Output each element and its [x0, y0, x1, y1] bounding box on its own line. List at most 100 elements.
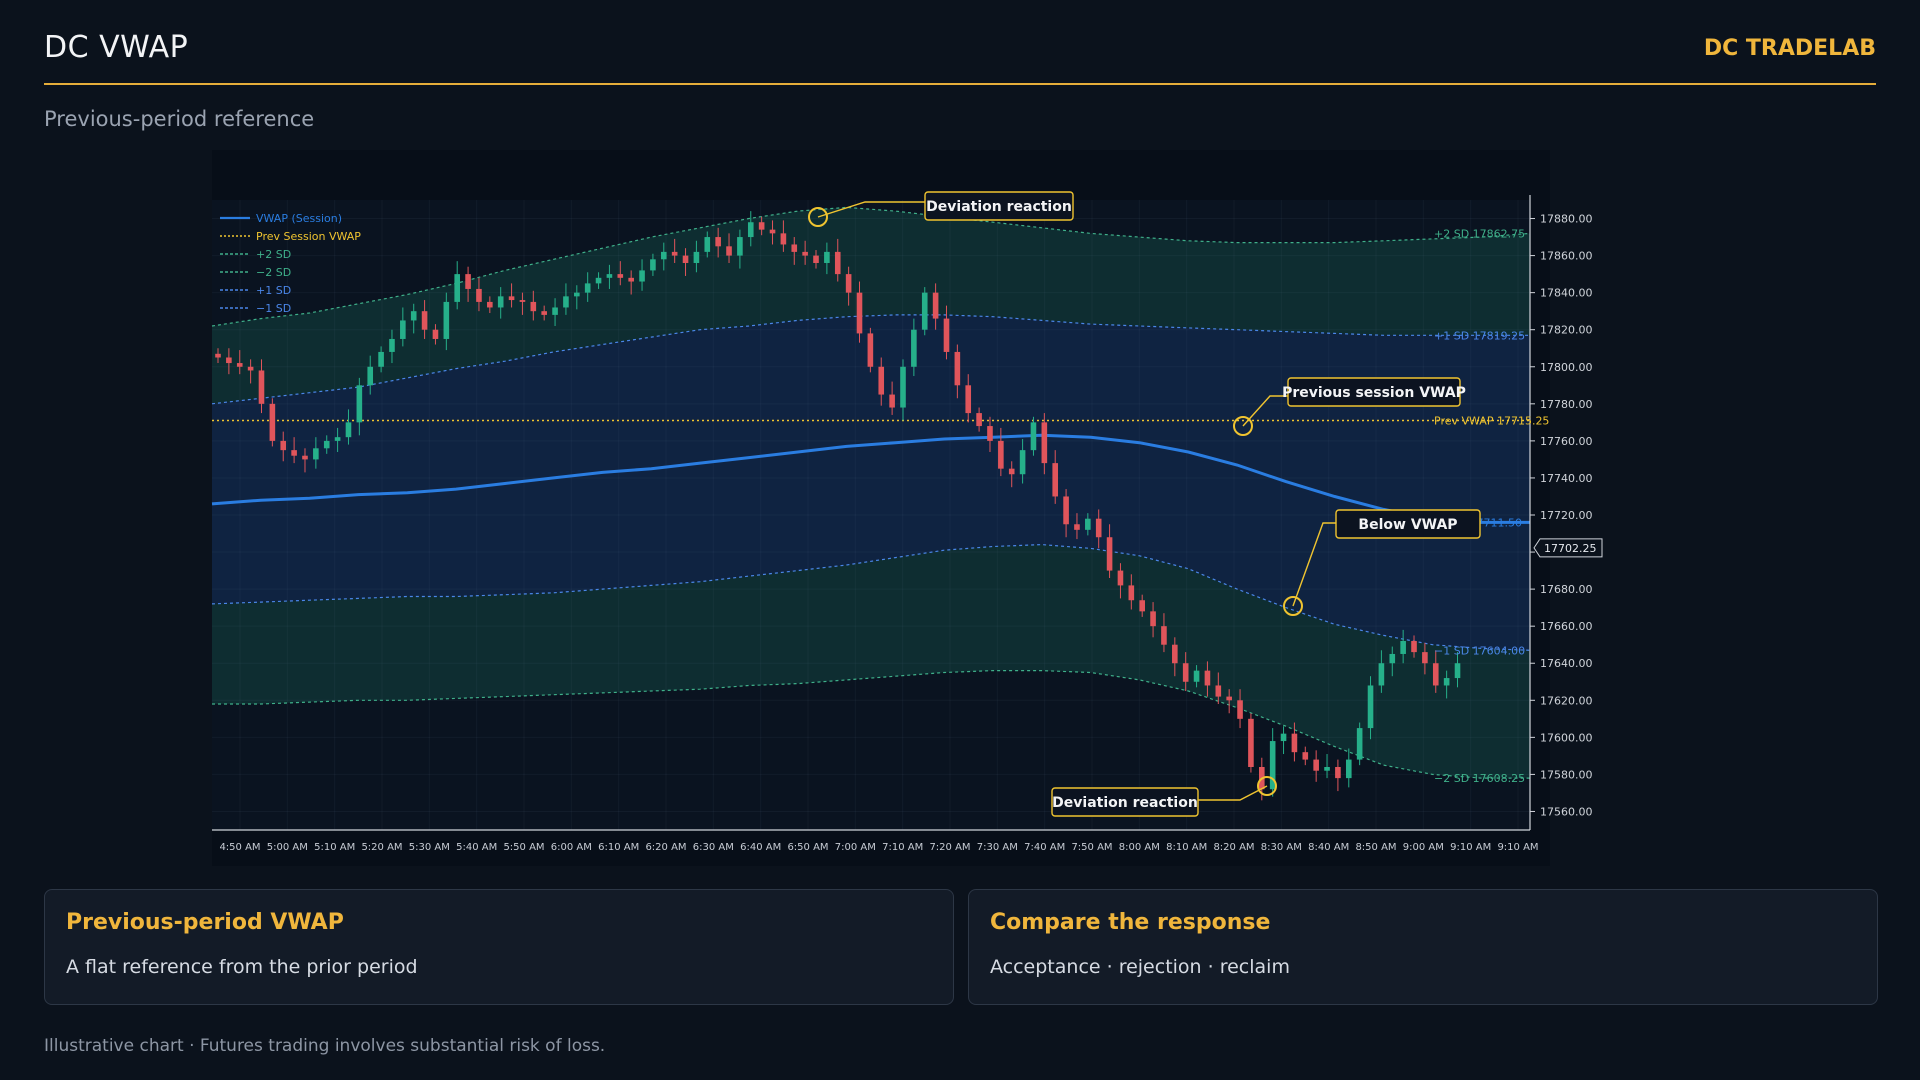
legend-label: +1 SD — [256, 284, 291, 297]
candle-body — [595, 277, 602, 284]
annotation-leader — [1242, 395, 1288, 427]
y-tick-label: 17740.00 — [1540, 472, 1593, 485]
y-tick-label: 17840.00 — [1540, 287, 1593, 300]
candle-body — [519, 300, 526, 302]
page-title: DC VWAP — [44, 30, 189, 65]
x-tick-label: 5:30 AM — [409, 842, 450, 853]
candle-body — [682, 255, 689, 263]
annotation-leader — [817, 201, 925, 218]
annotation-leader — [1198, 785, 1268, 801]
series-end-label: −2 SD 17608.25 — [1434, 772, 1525, 785]
candle-body — [845, 274, 852, 293]
candle-body — [1030, 422, 1037, 451]
x-tick-label: 6:40 AM — [740, 842, 781, 853]
y-tick-label: 17780.00 — [1540, 398, 1593, 411]
candle-body — [1041, 422, 1048, 464]
x-tick-label: 6:00 AM — [551, 842, 592, 853]
x-tick-label: 5:40 AM — [456, 842, 497, 853]
candle-body — [345, 422, 352, 438]
annotation-leader — [1292, 522, 1336, 607]
card-text: Acceptance · rejection · reclaim — [990, 956, 1290, 978]
candle-body — [1085, 518, 1091, 530]
candle-body — [443, 301, 450, 339]
x-tick-label: 9:10 AM — [1497, 842, 1538, 853]
candle-body — [1378, 663, 1385, 686]
x-tick-label: 8:50 AM — [1355, 842, 1396, 853]
x-tick-label: 7:40 AM — [1024, 842, 1065, 853]
candle-body — [1400, 641, 1406, 654]
candle-body — [965, 385, 972, 414]
candle-body — [378, 351, 384, 367]
annotation-marker — [1233, 416, 1253, 436]
x-tick-label: 8:00 AM — [1119, 842, 1160, 853]
y-tick-label: 17820.00 — [1540, 324, 1593, 337]
annotation-label: Previous session VWAP — [1282, 385, 1466, 401]
candle-body — [1215, 685, 1222, 697]
x-tick-label: 5:50 AM — [503, 842, 544, 853]
candle-body — [497, 296, 504, 308]
x-tick-label: 7:10 AM — [882, 842, 923, 853]
x-tick-label: 6:20 AM — [645, 842, 686, 853]
candle-body — [269, 403, 276, 441]
y-tick-label: 17660.00 — [1540, 620, 1593, 633]
series-end-label: Prev VWAP 17715.25 — [1434, 415, 1549, 428]
line-plus-2sd — [211, 206, 1531, 327]
candle-body — [1367, 685, 1374, 729]
candle-body — [574, 292, 580, 297]
candle-body — [323, 440, 330, 449]
annotation-box — [1287, 377, 1461, 407]
candle-body — [1052, 463, 1059, 497]
candle-body — [1172, 644, 1178, 664]
candle-body — [1150, 611, 1156, 627]
candle-body — [747, 222, 754, 238]
candle-body — [280, 440, 287, 451]
candle-body — [758, 222, 765, 230]
candle-body — [1074, 524, 1080, 530]
candle-body — [1324, 767, 1330, 771]
card-title: Previous-period VWAP — [66, 910, 344, 935]
candle-body — [1019, 450, 1026, 475]
candle-body — [617, 274, 624, 278]
candle-body — [715, 237, 721, 247]
candle-body — [943, 318, 950, 352]
candle-body — [737, 237, 743, 256]
y-tick-label: 17640.00 — [1540, 657, 1593, 670]
disclaimer-footer: Illustrative chart · Futures trading inv… — [44, 1036, 606, 1056]
annotation-marker — [808, 207, 828, 227]
x-tick-label: 8:30 AM — [1261, 842, 1302, 853]
vwap-chart: 4:50 AM 5:00 AM 5:10 AM 5:20 AM 5:30 AM 5:40 … — [211, 150, 1603, 866]
candle-body — [563, 296, 569, 308]
band-lower-outer — [212, 544, 1530, 779]
candle-body — [258, 370, 265, 404]
legend-label: −2 SD — [256, 266, 291, 279]
candle-body — [410, 311, 417, 321]
candle-body — [1269, 741, 1276, 790]
candle-body — [1291, 733, 1298, 753]
candle-body — [1313, 759, 1319, 771]
y-tick-label: 17880.00 — [1540, 213, 1593, 226]
candle-body — [1335, 767, 1341, 779]
candle-body — [998, 440, 1004, 469]
card-title: Compare the response — [990, 910, 1271, 935]
legend-label: −1 SD — [256, 302, 291, 315]
x-tick-label: 9:00 AM — [1403, 842, 1444, 853]
candle-body — [1422, 652, 1428, 664]
page-subtitle: Previous-period reference — [44, 107, 315, 131]
candle-body — [660, 251, 667, 260]
legend-label: Prev Session VWAP — [256, 230, 361, 243]
chart-container: 4:50 AM 5:00 AM 5:10 AM 5:20 AM 5:30 AM 5:40 … — [200, 150, 1720, 866]
candle-body — [530, 301, 537, 312]
candle-body — [334, 437, 341, 441]
series-end-label: −1 SD 17604.00 — [1434, 644, 1525, 657]
card-text: A flat reference from the prior period — [66, 956, 418, 978]
candle-body — [1302, 752, 1309, 760]
x-tick-label: 6:30 AM — [693, 842, 734, 853]
candle-body — [1454, 663, 1461, 679]
candle-body — [878, 366, 885, 395]
candle-body — [367, 366, 374, 386]
x-tick-label: 7:20 AM — [929, 842, 970, 853]
y-tick-label: 17560.00 — [1540, 805, 1593, 818]
candle-body — [911, 329, 917, 367]
candle-body — [650, 259, 656, 271]
candle-body — [900, 366, 906, 408]
